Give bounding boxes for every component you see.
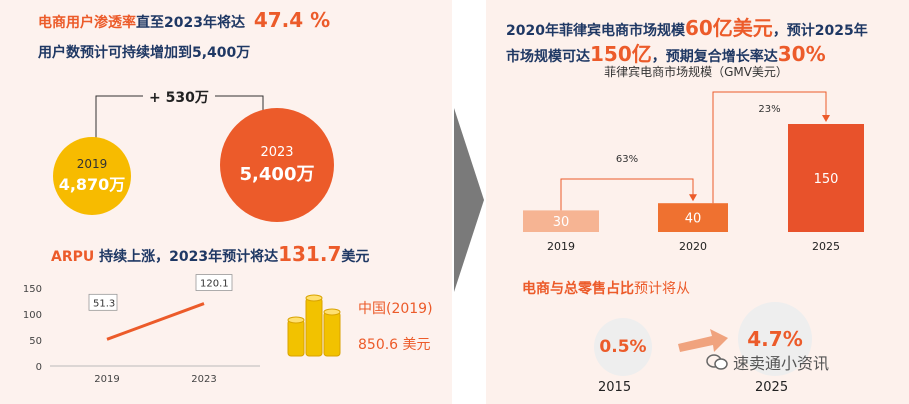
headline-line2d: 30% <box>777 42 826 66</box>
headline-line2c: ，预期复合增长率达 <box>651 49 778 65</box>
data-label-box <box>88 293 118 311</box>
arpu-line-chart: 0 50 100 150 2019 2023 51.3 120.1 <box>23 274 260 385</box>
watermark-text: 速卖通小资讯 <box>733 354 830 373</box>
x-tick-label: 2025 <box>812 240 840 253</box>
bar-2025 <box>788 124 864 232</box>
arrow-up-right-icon <box>678 329 728 352</box>
circle-2023-value: 5,400万 <box>239 163 315 185</box>
x-tick-label: 2019 <box>547 240 575 253</box>
headline-line2a: 市场规模可达 <box>506 49 590 65</box>
share-2015-value: 0.5% <box>599 337 647 357</box>
share-2025-value: 4.7% <box>747 327 803 351</box>
arpu-unit: 美元 <box>341 249 370 265</box>
arrow-right-icon <box>454 108 484 292</box>
share-2025-year: 2025 <box>755 380 789 395</box>
circle-2023-year: 2023 <box>260 144 294 160</box>
headline-line1b: 60亿美元 <box>684 16 773 40</box>
share-title: 电商与总零售占比预计将从 <box>522 278 690 298</box>
share-title-part1: 电商与总零售占比 <box>522 281 634 297</box>
watermark: 速卖通小资讯 <box>706 350 829 374</box>
market-bar-chart: 菲律宾电商市场规模（GMV美元） 30 2019 40 2020 150 2025 63% 23… <box>523 64 864 253</box>
y-tick-label: 150 <box>23 284 42 295</box>
circle-2019: 2019 4,870万 <box>53 137 131 215</box>
growth-connector-2019-2020 <box>560 178 694 211</box>
data-label: 120.1 <box>200 279 229 290</box>
headline-line1c: ，预计2025年 <box>772 23 868 39</box>
bar-value-label: 150 <box>814 172 839 187</box>
share-circle-2015: 0.5% <box>594 318 652 376</box>
arpu-value: 131.7 <box>278 242 342 266</box>
bar-2019 <box>523 210 599 232</box>
arrowhead <box>822 115 830 122</box>
coins-icon <box>287 294 341 357</box>
headline-part1: 电商用户渗透率 <box>38 15 136 31</box>
data-label-box <box>195 274 233 291</box>
china-label: 中国(2019) <box>358 301 433 317</box>
y-tick-label: 50 <box>29 336 42 347</box>
data-label: 51.3 <box>93 298 115 309</box>
arpu-series-line <box>106 302 205 341</box>
china-value: 850.6 美元 <box>358 337 431 353</box>
circle-2019-year: 2019 <box>76 157 108 171</box>
growth-connector-2020-2025 <box>712 91 827 204</box>
penetration-headline: 电商用户渗透率直至2023年将达 47.4 % <box>38 8 330 32</box>
bar-value-label: 40 <box>685 212 702 227</box>
share-circle-2025: 4.7% <box>738 302 812 376</box>
arpu-label: ARPU <box>51 249 95 265</box>
wechat-icon <box>706 354 728 370</box>
arpu-text: 持续上涨，2023年预计将达 <box>94 249 279 265</box>
growth-label: 23% <box>758 104 780 115</box>
users-subline: 用户数预计可持续增加到5,400万 <box>38 45 251 61</box>
growth-label: 63% <box>616 154 638 165</box>
x-tick-label: 2019 <box>94 374 119 385</box>
arrowhead <box>689 194 697 202</box>
share-2015-year: 2015 <box>598 380 632 395</box>
market-headline-line1: 2020年菲律宾电商市场规模60亿美元，预计2025年 <box>506 12 868 41</box>
chart-title: 菲律宾电商市场规模（GMV美元） <box>604 64 788 79</box>
x-tick-label: 2020 <box>679 240 707 253</box>
arpu-title: ARPU 持续上涨，2023年预计将达131.7美元 <box>51 242 369 266</box>
headline-line1a: 2020年菲律宾电商市场规模 <box>506 23 685 39</box>
growth-label: + 530万 <box>143 87 215 107</box>
y-tick-label: 0 <box>36 362 42 373</box>
y-tick-label: 100 <box>23 310 42 321</box>
circle-2023: 2023 5,400万 <box>220 108 334 222</box>
headline-part2: 直至2023年将达 <box>136 15 245 31</box>
headline-value: 47.4 % <box>253 8 331 32</box>
market-headline-line2: 市场规模可达150亿，预期复合增长率达30% <box>506 38 826 67</box>
bar-value-label: 30 <box>553 215 570 230</box>
circle-2019-value: 4,870万 <box>58 175 126 194</box>
headline-line2b: 150亿 <box>590 42 652 66</box>
share-title-part2: 预计将从 <box>634 281 690 297</box>
x-tick-label: 2023 <box>191 374 216 385</box>
bar-2020 <box>658 203 728 232</box>
